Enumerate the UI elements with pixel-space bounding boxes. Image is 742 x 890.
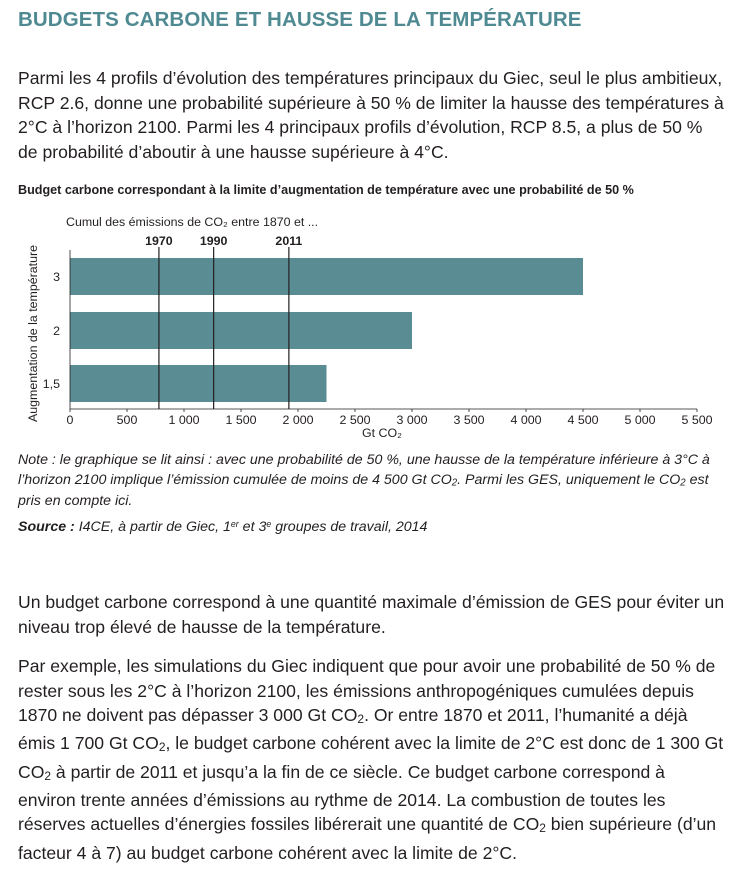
x-tick-label: 3 000 xyxy=(396,413,427,427)
reference-line-label: 1970 xyxy=(145,234,173,248)
page-title: BUDGETS CARBONE ET HAUSSE DE LA TEMPÉRAT… xyxy=(18,8,582,32)
y-tick-label: 1,5 xyxy=(43,377,60,391)
x-tick-label: 5 000 xyxy=(624,413,655,427)
x-tick-label: 2 500 xyxy=(339,413,370,427)
source-sup-1: er xyxy=(231,519,239,529)
x-tick-label: 1 500 xyxy=(225,413,256,427)
x-axis-label: Gt CO₂ xyxy=(362,426,402,440)
x-tick-label: 1 000 xyxy=(168,413,199,427)
x-tick-label: 0 xyxy=(67,413,74,427)
reference-line-label: 1990 xyxy=(200,234,228,248)
x-tick-label: 4 500 xyxy=(567,413,598,427)
chart-subtitle: Cumul des émissions de CO₂ entre 1870 et… xyxy=(66,215,318,229)
bar-0 xyxy=(70,258,583,295)
source-text-1: I4CE, à partir de Giec, 1 xyxy=(75,519,231,535)
x-tick-label: 500 xyxy=(117,413,138,427)
chart-source: Source : I4CE, à partir de Giec, 1er et … xyxy=(18,519,427,535)
bar-2 xyxy=(70,365,327,402)
y-tick-label: 2 xyxy=(53,324,60,338)
y-tick-label: 3 xyxy=(53,270,60,284)
x-tick-label: 5 500 xyxy=(681,413,712,427)
intro-paragraph: Parmi les 4 profils d’évolution des temp… xyxy=(18,66,726,164)
bar-1 xyxy=(70,312,412,349)
x-tick-label: 3 500 xyxy=(453,413,484,427)
x-tick-label: 4 000 xyxy=(510,413,541,427)
note-middle: . Parmi les GES, uniquement le CO xyxy=(457,472,680,488)
chart-note: Note : le graphique se lit ainsi : avec … xyxy=(18,451,718,512)
y-axis-label: Augmentation de la température xyxy=(26,245,40,422)
source-text-2: et 3 xyxy=(239,519,267,535)
chart-heading: Budget carbone correspondant à la limite… xyxy=(18,183,634,197)
x-tick-label: 2 000 xyxy=(282,413,313,427)
reference-line-label: 2011 xyxy=(275,234,302,248)
source-label: Source : xyxy=(18,519,75,535)
subscript: 2 xyxy=(539,821,546,835)
source-text-3: groupes de travail, 2014 xyxy=(271,519,427,535)
paragraph-definition: Un budget carbone correspond à une quant… xyxy=(18,590,726,639)
paragraph-example: Par exemple, les simulations du Giec ind… xyxy=(18,654,726,865)
bar-chart: Cumul des émissions de CO₂ entre 1870 et… xyxy=(0,200,742,448)
